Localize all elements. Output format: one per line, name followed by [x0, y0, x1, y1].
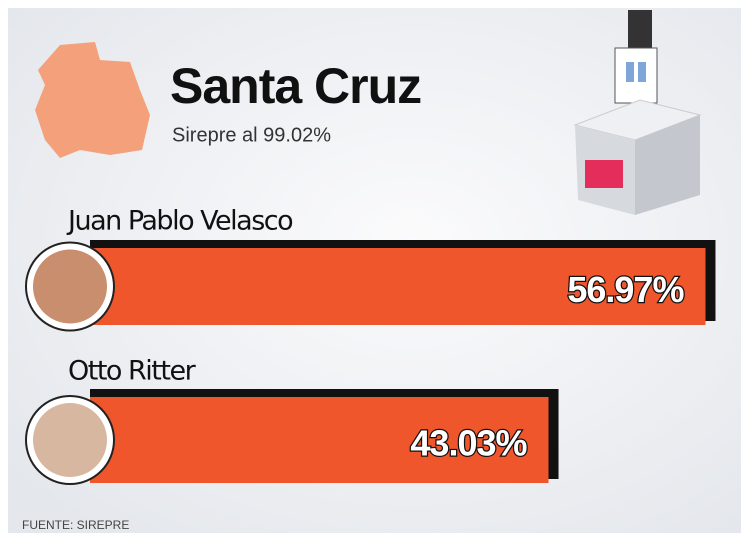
avatar	[33, 403, 107, 477]
bar	[90, 397, 549, 483]
chart-subtitle: Sirepre al 99.02%	[172, 124, 331, 146]
bar	[90, 248, 706, 325]
value-label: 56.97%	[567, 269, 684, 310]
chart-title: Santa Cruz	[170, 58, 421, 114]
map-shape	[35, 42, 150, 158]
category-label: Juan Pablo Velasco	[66, 206, 293, 237]
ballot-box	[573, 10, 702, 215]
category-label: Otto Ritter	[68, 356, 197, 387]
value-label: 43.03%	[410, 423, 527, 464]
source-note: FUENTE: SIREPRE	[22, 518, 129, 532]
avatar	[33, 249, 107, 324]
